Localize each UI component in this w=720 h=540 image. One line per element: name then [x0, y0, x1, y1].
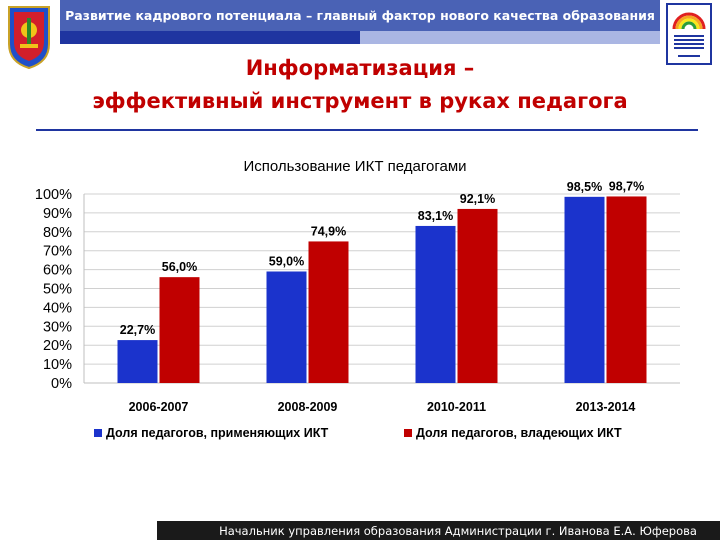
data-label: 98,7%	[609, 179, 644, 193]
bar	[308, 241, 349, 383]
header-band-light-stripe	[360, 31, 660, 44]
x-axis-ticks: 2006-2007 2008-2009 2010-2011 2013-2014	[129, 400, 636, 414]
bar	[606, 196, 647, 383]
footer-bar	[157, 521, 720, 540]
y-axis-ticks: 0% 10% 20% 30% 40% 50% 60% 70% 80% 90% 100%	[35, 187, 72, 392]
y-tick-label: 100%	[35, 187, 72, 203]
bar	[564, 196, 605, 383]
y-tick-label: 30%	[43, 319, 72, 335]
legend-swatch	[404, 429, 412, 437]
y-tick-label: 60%	[43, 263, 72, 279]
bar-chart: Использование ИКТ педагогами 0% 10% 20% 30%…	[35, 158, 680, 440]
y-tick-label: 50%	[43, 282, 72, 298]
y-tick-label: 40%	[43, 300, 72, 316]
city-coat-of-arms-icon	[8, 6, 50, 70]
data-label: 83,1%	[418, 209, 453, 223]
chart-title: Использование ИКТ педагогами	[243, 158, 466, 175]
footer-text: Начальник управления образования Админис…	[219, 524, 697, 538]
data-label: 98,5%	[567, 180, 602, 194]
y-tick-label: 90%	[43, 206, 72, 222]
y-tick-label: 10%	[43, 357, 72, 373]
bar	[159, 277, 200, 383]
slide-title-line2: эффективный инструмент в руках педагога	[92, 89, 628, 113]
x-tick-label: 2010-2011	[427, 400, 486, 414]
slide-title-line1: Информатизация –	[245, 56, 475, 80]
header-title: Развитие кадрового потенциала – главный …	[65, 8, 655, 23]
legend: Доля педагогов, применяющих ИКТ Доля педа…	[94, 426, 622, 440]
data-label: 59,0%	[269, 254, 304, 268]
bar	[117, 340, 158, 383]
data-labels: 22,7% 56,0% 59,0% 74,9% 83,1% 92,1% 98,5% 98,7%	[120, 179, 644, 337]
bar	[415, 225, 456, 383]
x-tick-label: 2008-2009	[278, 400, 338, 414]
bar	[266, 271, 307, 383]
legend-swatch	[94, 429, 102, 437]
bar	[457, 208, 498, 383]
x-tick-label: 2013-2014	[576, 400, 636, 414]
y-tick-label: 0%	[51, 376, 72, 392]
header-band-dark-stripe	[60, 31, 360, 44]
bars	[117, 196, 647, 383]
data-label: 56,0%	[162, 260, 197, 274]
education-department-rainbow-logo-icon	[666, 3, 712, 65]
title-divider	[36, 129, 698, 131]
data-label: 74,9%	[311, 224, 346, 238]
x-tick-label: 2006-2007	[129, 400, 189, 414]
legend-label: Доля педагогов, применяющих ИКТ	[106, 426, 329, 440]
y-tick-label: 70%	[43, 244, 72, 260]
data-label: 92,1%	[460, 192, 495, 206]
data-label: 22,7%	[120, 323, 155, 337]
legend-label: Доля педагогов, владеющих ИКТ	[416, 426, 622, 440]
y-tick-label: 80%	[43, 225, 72, 241]
y-tick-label: 20%	[43, 338, 72, 354]
